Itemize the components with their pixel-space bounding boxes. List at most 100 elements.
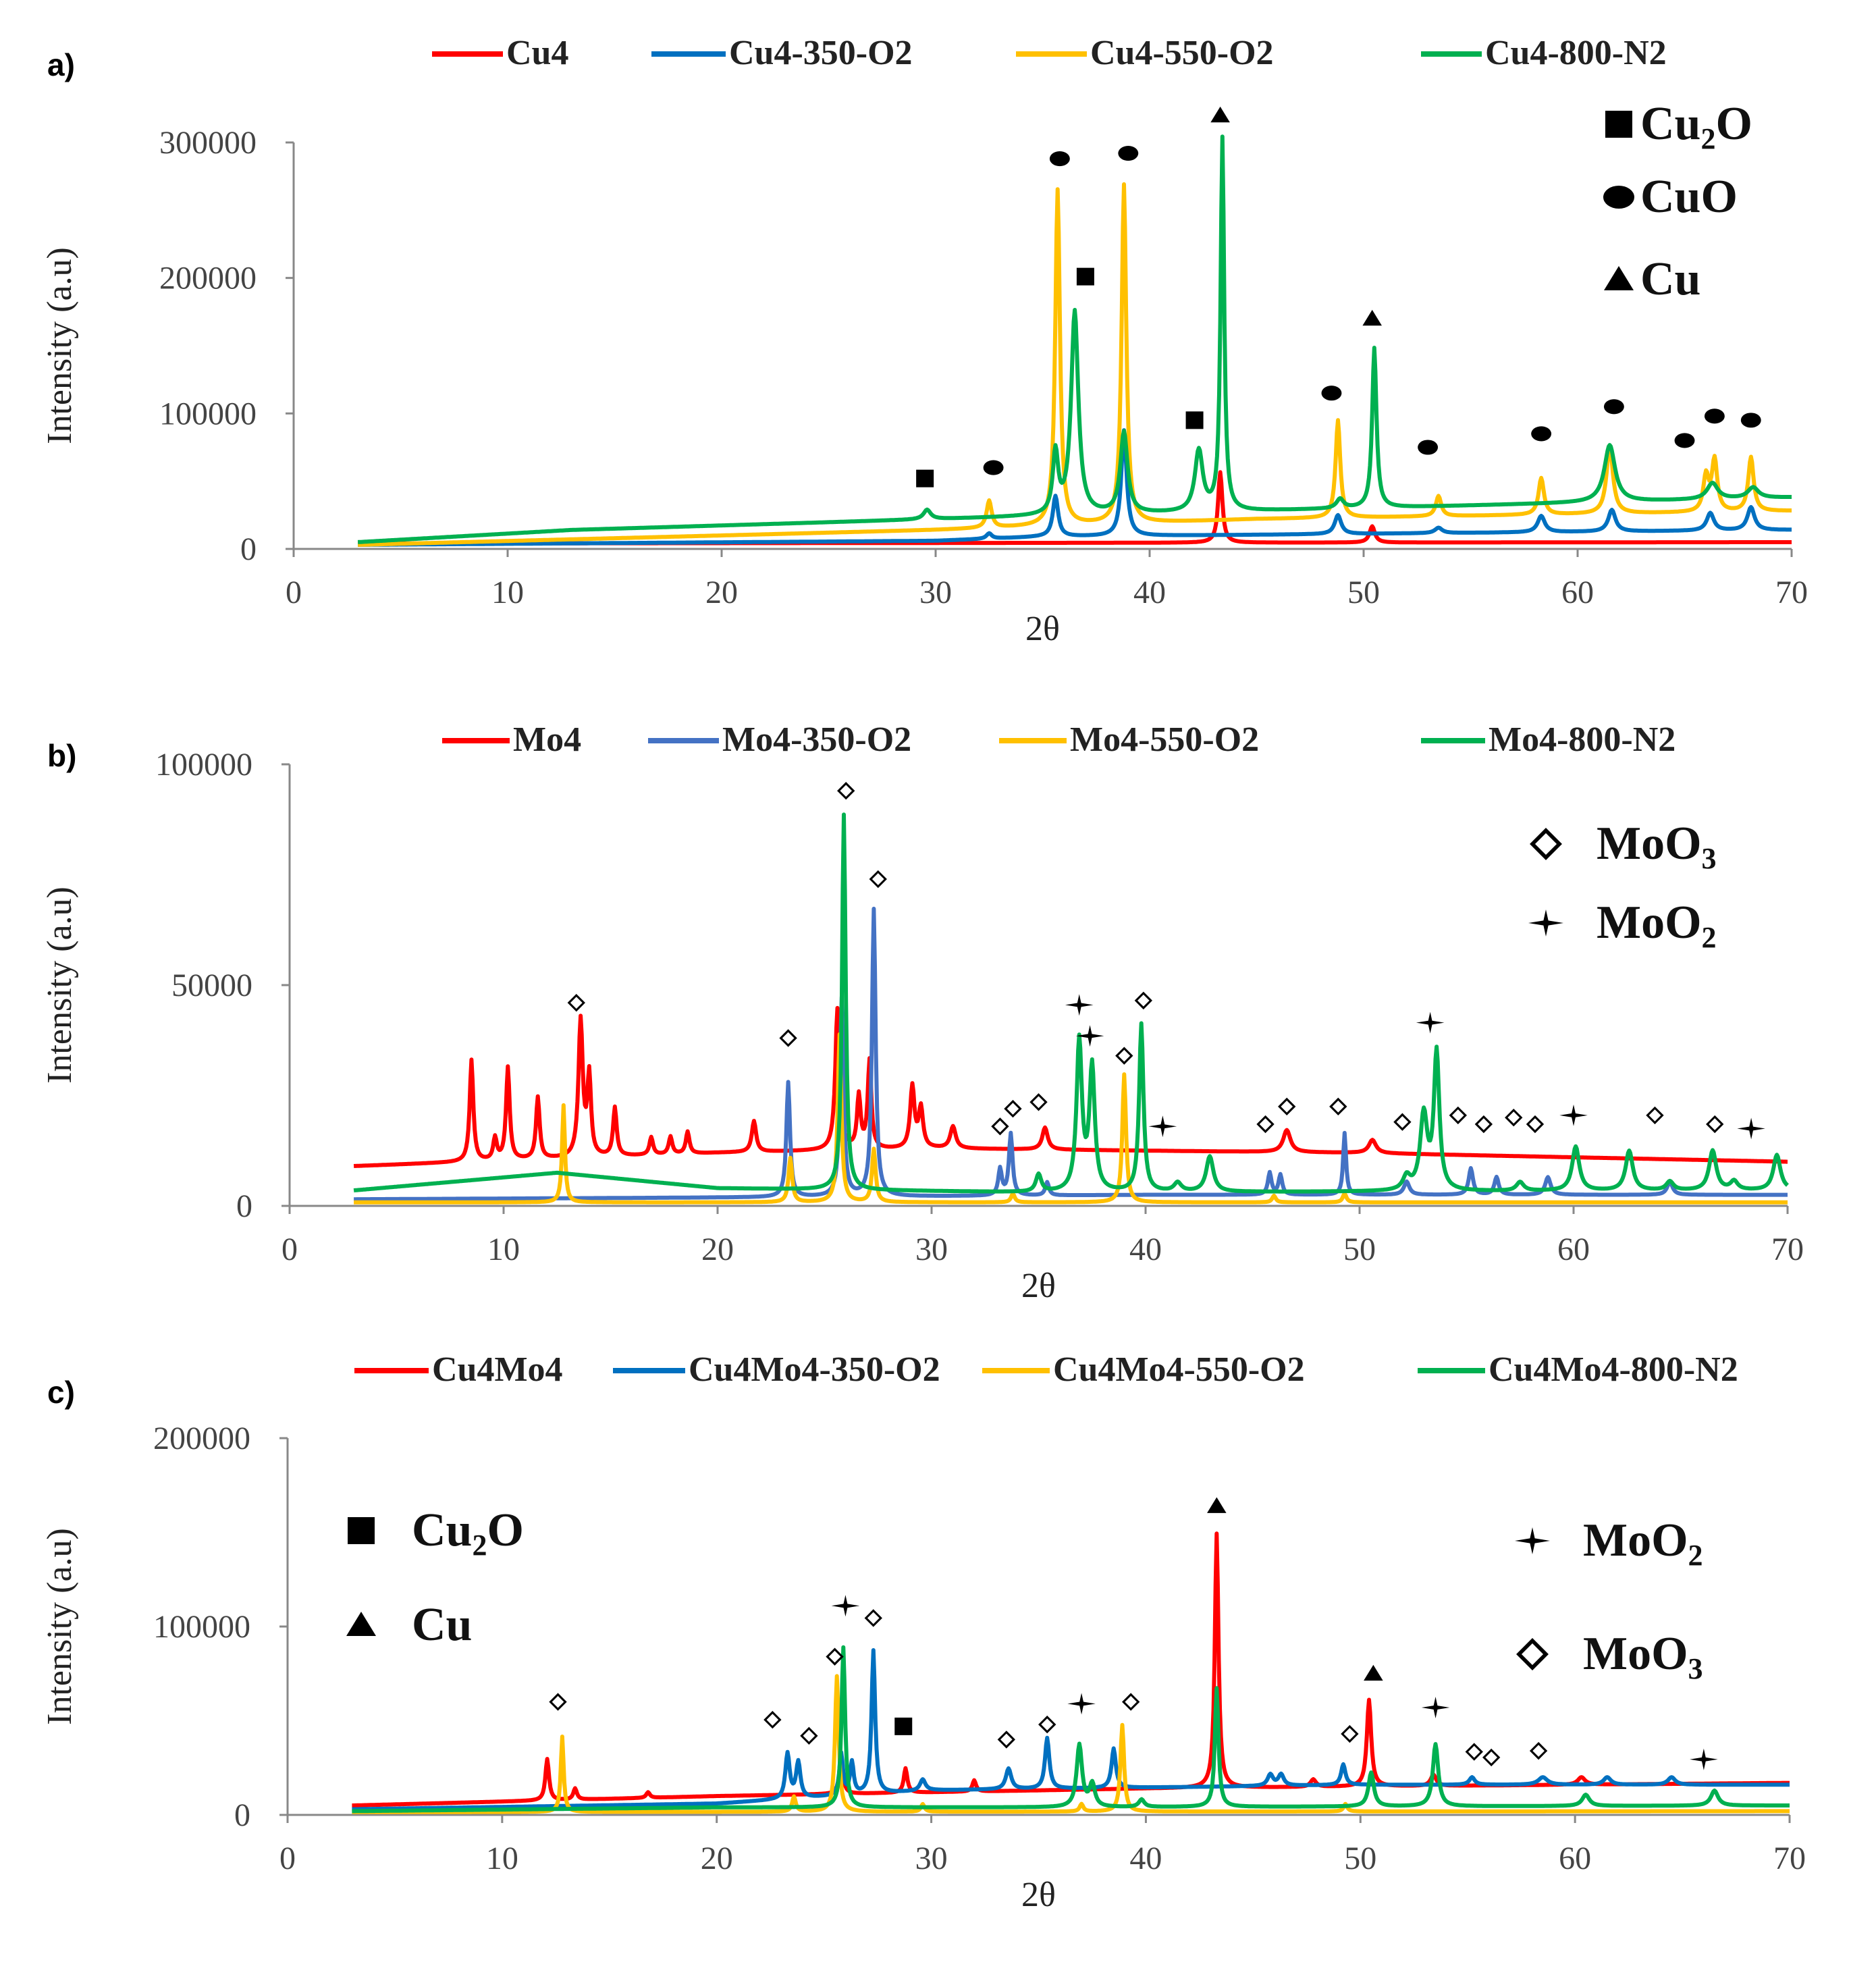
peak-marker-diamond-icon-shape: [1134, 991, 1153, 1010]
peak-marker-circle-icon: [1603, 399, 1624, 415]
phase-legend-label-0: Cu2O: [1640, 98, 1752, 155]
peak-marker-circle-icon-shape: [1740, 413, 1761, 428]
peak-marker-diamond-icon-shape: [1393, 1113, 1412, 1131]
peak-marker-diamond-icon: [1706, 1115, 1724, 1134]
peak-marker-diamond-icon-shape: [763, 1710, 782, 1729]
peak-marker-diamond-icon-shape: [1038, 1715, 1056, 1734]
peak-marker-diamond-icon: [800, 1726, 818, 1745]
peak-marker-diamond-icon-shape: [779, 1029, 797, 1047]
phase-legend-left-label-suffix: O: [487, 1504, 523, 1556]
peak-marker-diamond-icon-shape: [1474, 1115, 1493, 1134]
peak-marker-circle-icon-shape: [1603, 399, 1624, 415]
legend-label: Cu4-800-N2: [1485, 34, 1667, 72]
x-tick-label: 30: [915, 1841, 948, 1876]
legend-label: Cu4Mo4: [432, 1350, 563, 1389]
peak-marker-star-icon-shape: [1559, 1104, 1588, 1126]
series-line-cu4mo4-350-o2: [350, 1648, 1791, 1812]
x-axis-title: 2θ: [1021, 1876, 1056, 1914]
peak-marker-diamond-icon-shape: [1449, 1106, 1467, 1125]
x-tick-label: 40: [1133, 575, 1166, 610]
peak-marker-diamond-icon: [1505, 1109, 1523, 1127]
peak-marker-circle-icon: [983, 460, 1004, 475]
peak-marker-diamond-icon-shape: [1482, 1748, 1501, 1767]
peak-marker-diamond-icon-shape: [997, 1731, 1015, 1749]
phase-legend-label-sub: 3: [1702, 842, 1717, 875]
x-tick-label: 20: [705, 575, 738, 610]
phase-legend-label-main: MoO: [1597, 818, 1702, 870]
peak-marker-diamond-icon-shape: [1256, 1115, 1275, 1134]
peak-marker-diamond-icon-shape: [1706, 1115, 1724, 1134]
peak-marker-diamond-icon: [1004, 1099, 1022, 1118]
peak-marker-circle-icon: [1740, 413, 1761, 428]
peak-marker-diamond-icon: [1482, 1748, 1501, 1767]
peak-marker-diamond-icon-shape: [1004, 1099, 1022, 1118]
peak-marker-circle-icon: [1118, 146, 1139, 161]
legend-label: Mo4-550-O2: [1070, 720, 1259, 759]
peak-marker-circle-icon-shape: [1321, 386, 1342, 401]
legend-label: Mo4: [513, 720, 581, 759]
peak-marker-star-icon-shape: [1416, 1011, 1445, 1034]
x-tick-label: 40: [1129, 1232, 1162, 1267]
peak-marker-star-icon: [1737, 1117, 1765, 1140]
phase-legend-label-1: MoO2: [1597, 897, 1717, 954]
phase-legend-right-label-main: MoO: [1583, 1628, 1688, 1680]
peak-marker-circle-icon: [1674, 433, 1695, 448]
phase-legend-left-label-main: Cu: [412, 1504, 472, 1556]
x-tick-label: 60: [1561, 575, 1594, 610]
peak-marker-diamond-icon-shape: [1278, 1097, 1296, 1116]
peak-marker-star-icon: [1421, 1696, 1450, 1718]
phase-legend-left-marker-square-icon: [348, 1517, 375, 1544]
phase-legend-left-marker-triangle-icon: [346, 1612, 376, 1636]
x-tick-label: 60: [1557, 1232, 1590, 1267]
x-tick-label: 0: [286, 575, 302, 610]
phase-legend-label-main: MoO: [1597, 897, 1702, 949]
peak-marker-diamond-icon: [1038, 1715, 1056, 1734]
x-tick-label: 60: [1559, 1841, 1591, 1876]
peak-marker-square-icon: [1185, 411, 1204, 429]
series-line-mo4-800-n2: [352, 812, 1789, 1194]
peak-marker-star-icon: [1416, 1011, 1445, 1034]
peak-marker-diamond-icon: [869, 870, 887, 889]
phase-legend-right-marker-star-icon: [1515, 1527, 1550, 1554]
peak-marker-diamond-icon: [1393, 1113, 1412, 1131]
x-tick-label: 20: [701, 1841, 733, 1876]
peak-marker-diamond-icon: [1529, 1741, 1548, 1760]
legend-label: Mo4-350-O2: [722, 720, 911, 759]
peak-marker-triangle-icon: [1207, 1497, 1227, 1513]
peak-marker-star-icon: [831, 1595, 860, 1617]
peak-marker-diamond-icon: [864, 1609, 882, 1627]
peak-marker-diamond-icon: [1029, 1093, 1048, 1111]
peak-marker-star-icon: [1690, 1748, 1718, 1770]
peak-marker-star-icon: [1067, 1693, 1096, 1715]
legend-label: Cu4-550-O2: [1090, 34, 1274, 72]
phase-legend-label-main: Cu: [1640, 98, 1700, 150]
peak-marker-circle-icon-shape: [1418, 440, 1439, 455]
phase-legend-right-label-main: MoO: [1583, 1514, 1688, 1566]
peak-marker-triangle-icon-shape: [1207, 1497, 1227, 1513]
phase-legend-left-label-sub: 2: [472, 1529, 487, 1562]
x-tick-label: 30: [915, 1232, 948, 1267]
peak-marker-square-icon-shape: [894, 1717, 913, 1735]
peak-marker-triangle-icon-shape: [1364, 1664, 1383, 1681]
peak-marker-star-icon-shape: [1065, 994, 1094, 1016]
x-tick-label: 10: [486, 1841, 518, 1876]
peak-marker-star-icon-shape: [1421, 1696, 1450, 1718]
peak-marker-triangle-icon: [1210, 106, 1230, 123]
peak-marker-square-icon-shape: [916, 469, 934, 487]
peak-marker-diamond-icon: [1449, 1106, 1467, 1125]
peak-marker-circle-icon-shape: [983, 460, 1004, 475]
peak-marker-diamond-icon-shape: [837, 782, 855, 800]
legend-label: Cu4-350-O2: [729, 34, 913, 72]
peak-marker-star-icon: [1148, 1115, 1177, 1138]
peak-marker-diamond-icon-shape: [800, 1726, 818, 1745]
panel-label: b): [47, 738, 76, 773]
peak-marker-diamond-icon-shape: [1529, 1741, 1548, 1760]
phase-legend-marker-triangle-icon-shape: [1604, 266, 1634, 290]
peak-marker-diamond-icon: [991, 1117, 1009, 1136]
phase-legend-label-main: CuO: [1640, 171, 1738, 223]
x-tick-label: 10: [487, 1232, 520, 1267]
phase-legend-marker-star-icon: [1528, 909, 1563, 936]
x-tick-label: 70: [1773, 1841, 1806, 1876]
peak-marker-square-icon: [894, 1717, 913, 1735]
peak-marker-circle-icon: [1531, 426, 1552, 442]
